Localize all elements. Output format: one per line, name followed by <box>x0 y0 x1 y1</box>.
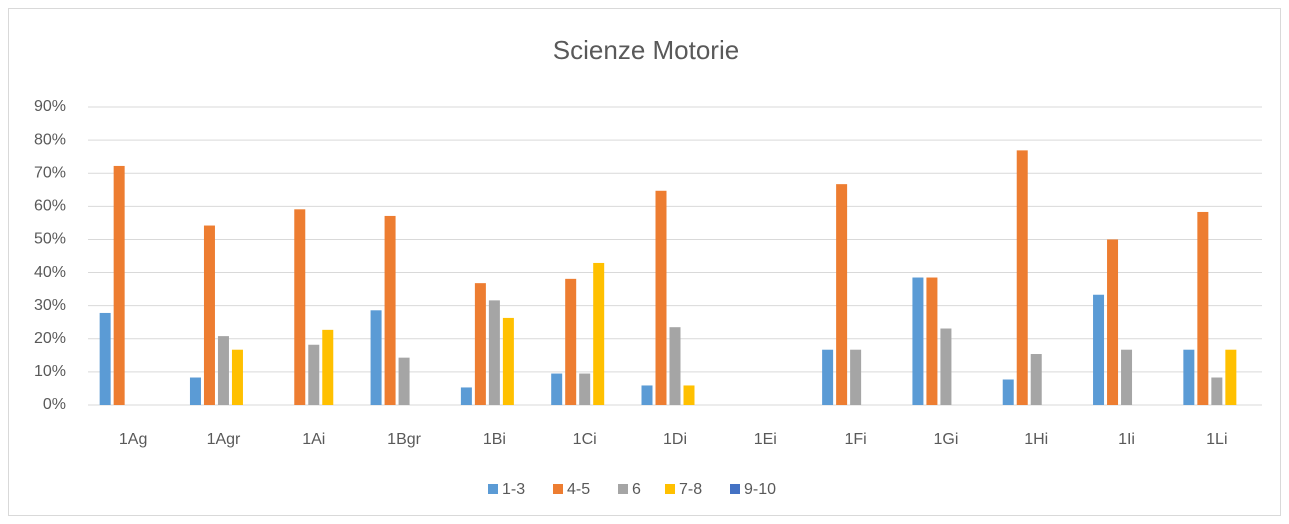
bar <box>113 165 125 405</box>
bar <box>308 344 320 405</box>
y-tick-label: 50% <box>34 231 66 248</box>
bar <box>641 385 653 405</box>
y-tick-label: 10% <box>34 363 66 380</box>
y-tick-label: 30% <box>34 297 66 314</box>
bar <box>1183 349 1195 405</box>
bar <box>398 357 410 405</box>
x-tick-label: 1Ai <box>302 431 325 448</box>
bar <box>99 312 111 405</box>
bar <box>1093 294 1105 405</box>
x-tick-label: 1Hi <box>1024 431 1048 448</box>
x-tick-label: 1Li <box>1206 431 1227 448</box>
y-tick-label: 80% <box>34 131 66 148</box>
y-tick-label: 20% <box>34 330 66 347</box>
bar <box>217 336 229 405</box>
x-tick-label: 1Ii <box>1118 431 1135 448</box>
bar <box>1197 211 1209 405</box>
bar <box>1225 349 1237 405</box>
x-tick-label: 1Agr <box>207 431 241 448</box>
x-tick-label: 1Gi <box>933 431 958 448</box>
bar <box>565 278 577 405</box>
y-tick-label: 40% <box>34 264 66 281</box>
legend-swatch <box>553 484 563 494</box>
bar <box>231 349 243 405</box>
bar <box>593 262 605 405</box>
chart-border <box>8 8 1281 516</box>
bar <box>850 349 862 405</box>
bar <box>1107 239 1119 405</box>
bar <box>1030 354 1042 405</box>
bar <box>1211 377 1223 405</box>
bar <box>655 190 667 405</box>
x-tick-label: 1Di <box>663 431 687 448</box>
x-tick-label: 1Bi <box>483 431 506 448</box>
legend-label: 9-10 <box>744 481 776 498</box>
bar <box>1002 379 1014 405</box>
legend-label: 4-5 <box>567 481 590 498</box>
bar <box>460 387 472 405</box>
bar <box>322 329 334 405</box>
x-tick-label: 1Ei <box>754 431 777 448</box>
bar <box>370 310 382 405</box>
legend-label: 6 <box>632 481 641 498</box>
bar <box>203 225 215 405</box>
bar <box>1016 150 1028 405</box>
chart-title: Scienze Motorie <box>553 35 739 65</box>
y-tick-label: 0% <box>43 396 66 413</box>
bar <box>912 277 924 405</box>
bar <box>474 283 486 405</box>
bar <box>669 327 681 405</box>
legend-swatch <box>730 484 740 494</box>
y-tick-label: 90% <box>34 98 66 115</box>
bar <box>1121 349 1133 405</box>
bar <box>683 385 695 405</box>
bar <box>579 373 591 405</box>
y-tick-label: 70% <box>34 164 66 181</box>
x-tick-label: 1Ag <box>119 431 147 448</box>
legend-label: 1-3 <box>502 481 525 498</box>
x-tick-label: 1Fi <box>844 431 866 448</box>
legend-swatch <box>665 484 675 494</box>
bar <box>189 377 201 405</box>
bar <box>502 317 514 405</box>
x-tick-label: 1Bgr <box>387 431 421 448</box>
bar <box>940 328 952 405</box>
bar <box>836 184 848 405</box>
bar <box>822 349 834 405</box>
y-tick-label: 60% <box>34 198 66 215</box>
bar <box>926 277 938 405</box>
bar <box>488 300 500 405</box>
bar <box>551 373 563 405</box>
bar <box>294 209 306 405</box>
x-tick-label: 1Ci <box>573 431 597 448</box>
legend-swatch <box>618 484 628 494</box>
legend-label: 7-8 <box>679 481 702 498</box>
bar <box>384 215 396 405</box>
legend-swatch <box>488 484 498 494</box>
